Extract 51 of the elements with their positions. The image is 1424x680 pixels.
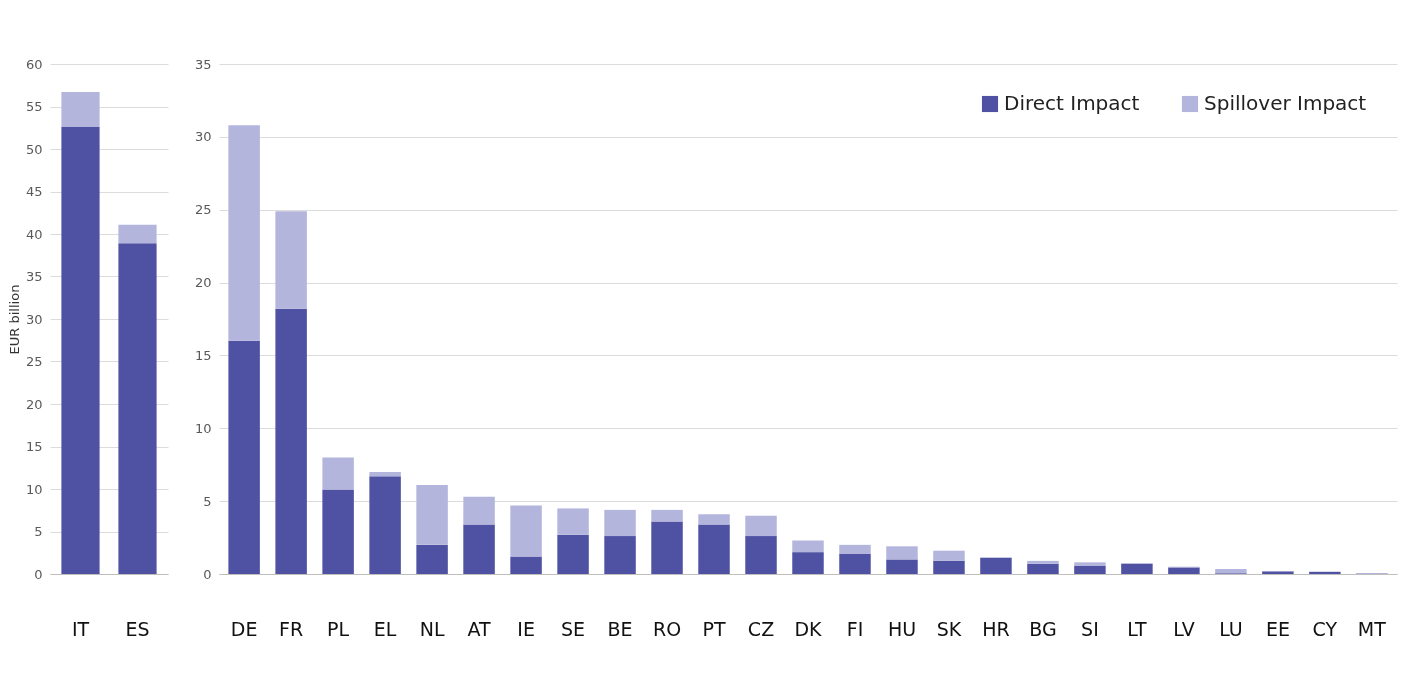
y-tick-label: 20: [25, 396, 43, 412]
y-tick-label: 35: [194, 56, 212, 72]
x-tick-label: CZ: [747, 617, 775, 640]
y-tick-label: 30: [25, 311, 43, 327]
y-tick-label: 25: [25, 354, 43, 369]
x-tick-label: NL: [419, 617, 445, 640]
y-tick-label: 35: [25, 269, 43, 284]
x-tick-label: LV: [1173, 617, 1195, 640]
x-tick-label: PT: [702, 617, 726, 640]
y-tick-label: 15: [25, 439, 43, 454]
x-tick-label: CY: [1312, 617, 1338, 640]
y-tick-label: 25: [194, 202, 212, 218]
x-tick-label: HR: [982, 617, 1010, 640]
y-tick-label: 15: [194, 347, 212, 363]
x-tick-label: FR: [279, 617, 304, 640]
y-tick-label: 40: [25, 226, 43, 242]
x-tick-label: DE: [230, 617, 258, 640]
x-tick-label: AT: [467, 617, 492, 640]
y-tick-label: 55: [25, 99, 43, 114]
x-tick-label: MT: [1357, 617, 1387, 640]
x-tick-label: IE: [517, 617, 535, 640]
y-tick-label: 5: [34, 524, 43, 539]
x-tick-label: SK: [936, 617, 962, 640]
y-tick-label: 45: [25, 184, 43, 199]
y-tick-label: 60: [25, 56, 43, 72]
x-tick-label: EE: [1265, 617, 1290, 640]
y-tick-label: 10: [25, 481, 43, 497]
legend-label: Spillover Impact: [1204, 91, 1367, 115]
y-tick-label: 20: [194, 275, 212, 291]
x-tick-label: LT: [1127, 617, 1148, 640]
y-tick-label: 0: [34, 566, 43, 582]
x-tick-label: DK: [794, 617, 823, 640]
x-tick-label: FI: [846, 617, 864, 640]
y-tick-label: 5: [203, 493, 212, 509]
y-axis-title: EUR billion: [6, 284, 22, 355]
y-tick-label: 10: [194, 420, 212, 436]
x-tick-label: SE: [561, 617, 586, 640]
x-tick-label: RO: [652, 617, 682, 640]
legend-label: Direct Impact: [1004, 91, 1140, 115]
x-tick-label: BE: [607, 617, 633, 640]
y-tick-label: 30: [194, 129, 212, 145]
x-tick-label: ES: [125, 617, 150, 640]
x-tick-label: PL: [327, 617, 350, 640]
x-tick-label: EL: [373, 617, 397, 640]
x-tick-label: IT: [71, 617, 90, 640]
x-tick-label: HU: [887, 617, 917, 640]
x-tick-label: BG: [1029, 617, 1057, 640]
y-tick-label: 0: [203, 566, 212, 582]
x-tick-label: LU: [1219, 617, 1243, 640]
y-tick-label: 50: [25, 141, 43, 157]
x-tick-label: SI: [1081, 617, 1099, 640]
